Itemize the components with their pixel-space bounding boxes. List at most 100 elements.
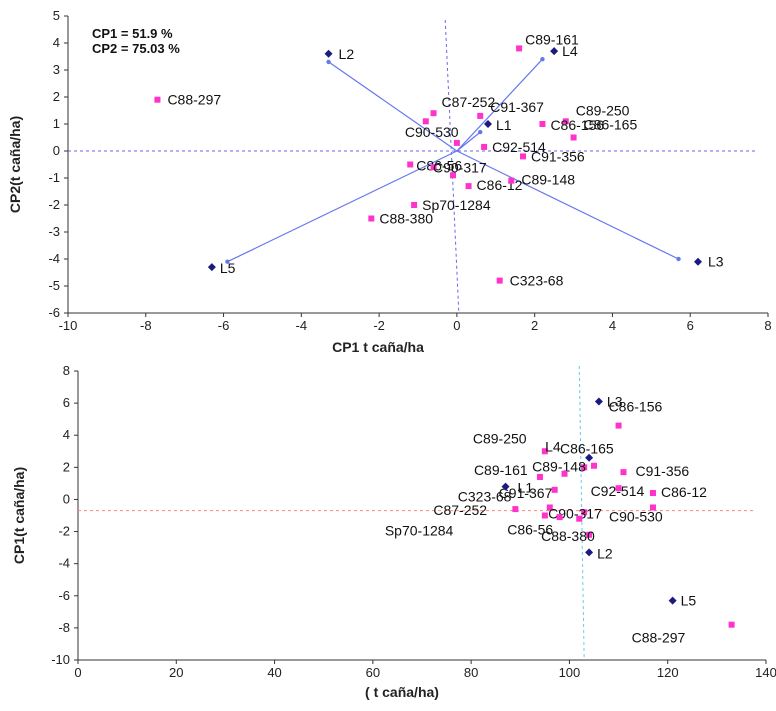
- x-axis-label: CP1 t caña/ha: [332, 339, 424, 355]
- x-tick-label: 6: [687, 318, 694, 333]
- genotype-point: [520, 153, 526, 160]
- location-label: L1: [518, 480, 534, 496]
- location-vector: [456, 131, 481, 152]
- x-tick-label: 100: [559, 665, 581, 680]
- genotype-label: C92-514: [591, 483, 645, 499]
- genotype-point: [407, 161, 414, 168]
- genotype-point: [649, 490, 656, 497]
- location-point: [694, 257, 702, 266]
- location-label: L5: [220, 260, 236, 276]
- genotype-label: C89-148: [521, 172, 575, 188]
- x-tick-label: 80: [464, 665, 478, 680]
- genotype-point: [368, 215, 375, 222]
- genotype-label: C91-356: [635, 463, 689, 479]
- x-axis-label: ( t caña/ha): [365, 684, 439, 700]
- genotype-point: [154, 96, 161, 103]
- genotype-label: C91-367: [499, 485, 553, 501]
- genotype-label: C88-297: [632, 630, 686, 646]
- genotype-point: [422, 118, 429, 125]
- x-tick-label: 120: [657, 665, 679, 680]
- genotype-label: C323-68: [458, 488, 512, 504]
- location-point: [585, 453, 594, 462]
- y-tick-label: -2: [48, 197, 60, 212]
- y-tick-label: 8: [63, 363, 70, 378]
- location-point: [550, 47, 559, 56]
- x-tick-label: -6: [218, 318, 230, 333]
- genotype-label: C86-165: [560, 441, 614, 457]
- variance-annotation: CP1 = 51.9 %: [92, 26, 173, 41]
- genotype-label: C90-317: [548, 505, 602, 521]
- y-tick-label: 3: [53, 62, 60, 77]
- y-axis-label: CP1(t caña/ha): [11, 467, 27, 564]
- genotype-point: [477, 112, 484, 119]
- genotype-point: [615, 485, 622, 492]
- genotype-point: [508, 177, 515, 184]
- location-label: L4: [545, 439, 561, 455]
- y-tick-label: -6: [58, 588, 70, 603]
- genotype-point: [539, 121, 546, 127]
- genotype-point: [411, 202, 418, 208]
- y-tick-label: 4: [53, 35, 60, 50]
- location-point: [501, 482, 510, 491]
- genotype-label: C86-165: [584, 117, 638, 133]
- genotype-point: [546, 504, 553, 511]
- location-vector: [227, 150, 458, 263]
- genotype-label: C86-56: [507, 522, 553, 538]
- x-tick-label: 0: [74, 665, 81, 680]
- genotype-point: [551, 486, 558, 493]
- location-label: L5: [681, 593, 697, 609]
- y-tick-label: -3: [48, 224, 60, 239]
- x-tick-label: -4: [296, 318, 308, 333]
- location-label: L3: [708, 254, 724, 270]
- x-tick-label: 4: [609, 318, 616, 333]
- genotype-label: C86-12: [661, 484, 707, 500]
- genotype-point: [450, 172, 456, 179]
- location-vector: [456, 58, 543, 152]
- vector-end-marker: [478, 129, 483, 135]
- location-vector: [456, 150, 679, 260]
- genotype-label: C91-367: [490, 99, 544, 115]
- genotype-label: C90-317: [433, 159, 487, 175]
- genotype-point: [581, 509, 588, 516]
- y-tick-label: 6: [63, 395, 70, 410]
- y-tick-label: -10: [51, 652, 70, 667]
- chart-yield-cp1: 0 20 40 60 80 100 120 140 -10 -8 -6 -4 -2 0 2 4 6 8 C89-25…: [11, 363, 776, 700]
- genotype-point: [728, 621, 735, 628]
- location-label: L1: [496, 117, 512, 133]
- genotype-label: C88-297: [167, 92, 221, 108]
- y-tick-label: 1: [53, 116, 60, 131]
- x-tick-label: 2: [531, 318, 538, 333]
- genotype-point: [541, 512, 548, 519]
- y-tick-label: 0: [63, 491, 70, 506]
- x-tick-label: -8: [140, 318, 152, 333]
- vector-end-marker: [326, 59, 331, 65]
- y-tick-label: 4: [63, 427, 70, 442]
- genotype-point: [481, 143, 488, 150]
- genotype-point: [615, 422, 622, 429]
- genotype-label: C86-12: [477, 177, 523, 193]
- genotype-label: C87-252: [433, 502, 487, 518]
- genotype-point: [516, 45, 523, 52]
- y-tick-label: 5: [53, 8, 60, 23]
- genotype-point: [649, 504, 656, 511]
- x-tick-label: 20: [169, 665, 183, 680]
- genotype-label: C92-514: [492, 139, 546, 155]
- x-tick-label: 0: [453, 318, 460, 333]
- genotype-point: [561, 470, 568, 477]
- genotype-label: C89-161: [474, 462, 528, 478]
- location-point: [585, 548, 594, 557]
- location-point: [484, 120, 492, 128]
- location-point: [594, 397, 603, 406]
- genotype-point: [512, 506, 519, 513]
- genotype-label: C90-530: [609, 508, 663, 524]
- genotype-label: C88-380: [541, 528, 595, 544]
- chart-cp1-cp2: -10 -8 -6 -4 -2 0 2 4 6 8-6-5-4-3-2-1012345C88-29…: [7, 8, 772, 355]
- genotype-point: [430, 164, 437, 171]
- genotype-label: C87-252: [442, 94, 496, 110]
- location-point: [324, 49, 333, 58]
- y-tick-label: -1: [48, 170, 60, 185]
- location-point: [207, 263, 216, 272]
- genotype-point: [620, 469, 627, 476]
- genotype-label: C89-148: [532, 458, 586, 474]
